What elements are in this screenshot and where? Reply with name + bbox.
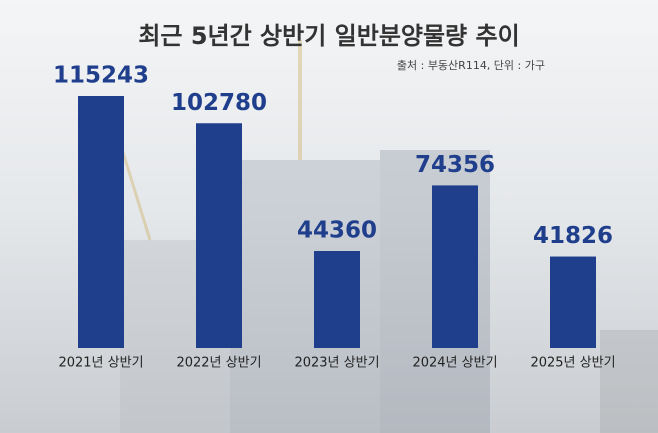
x-tick-label: 2022년 상반기 [176,356,261,371]
x-tick-label: 2023년 상반기 [294,356,379,371]
chart-subtitle: 출처 : 부동산R114, 단위 : 가구 [397,59,545,72]
value-label: 102780 [171,90,267,116]
bar [196,123,242,348]
bar [550,256,596,348]
value-label: 74356 [415,152,495,178]
value-label: 115243 [53,63,149,89]
value-label: 44360 [297,217,377,243]
value-label: 41826 [533,223,613,249]
chart-title: 최근 5년간 상반기 일반분양물량 추이 [138,22,519,50]
bar [78,96,124,348]
x-tick-label: 2024년 상반기 [412,356,497,371]
bar [432,185,478,348]
bar [314,250,360,348]
x-tick-label: 2025년 상반기 [530,356,615,371]
x-tick-label: 2021년 상반기 [58,356,143,371]
